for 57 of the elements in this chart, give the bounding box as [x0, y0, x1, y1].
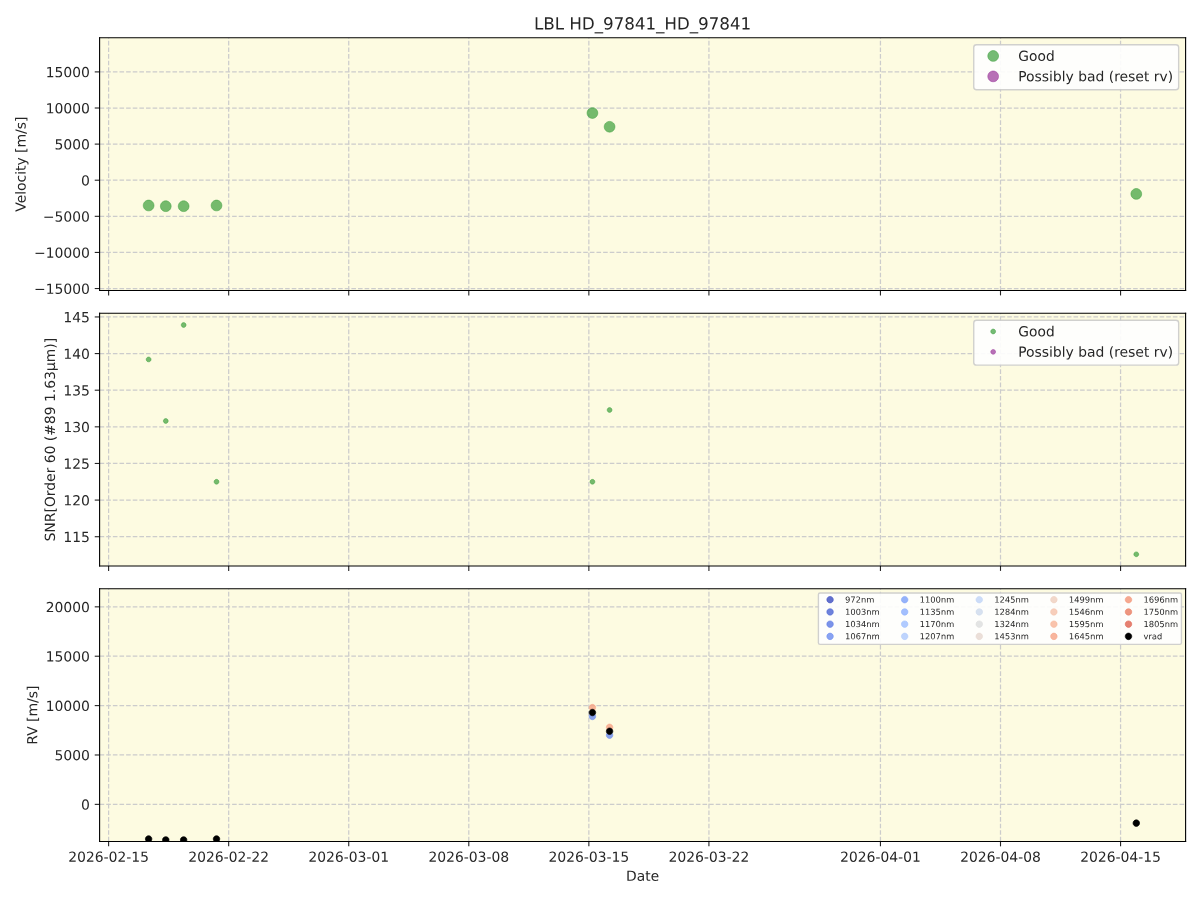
legend-label: 1546nm [1069, 608, 1103, 615]
y-tick-label: 135 [64, 385, 89, 396]
chart-title: LBL HD_97841_HD_97841 [535, 17, 750, 34]
legend-label: 1135nm [920, 608, 954, 615]
x-tick-label: 2026-04-08 [961, 851, 1040, 862]
y-tick-label: 115 [64, 531, 89, 543]
y-tick-label: 120 [64, 495, 89, 506]
legend-label: Possibly bad (reset rv) [1019, 70, 1172, 85]
legend-label: Good [1018, 325, 1054, 337]
legend-label: 1100nm [920, 596, 954, 603]
y-tick-label: 140 [64, 348, 89, 360]
x-tick-label: 2026-03-22 [669, 851, 748, 862]
legend-label: Possibly bad (reset rv) [1019, 346, 1172, 360]
x-tick-label: 2026-04-15 [1081, 851, 1160, 862]
legend-label: Good [1018, 50, 1054, 62]
legend-label: vrad [1143, 632, 1162, 640]
y-axis-title: RV [m/s] [26, 686, 40, 744]
y-tick-label: −15000 [35, 283, 89, 294]
y-tick-label: 130 [64, 421, 89, 433]
y-tick-label: 10000 [47, 700, 89, 712]
legend-label: 1284nm [995, 608, 1029, 615]
legend-label: 1170nm [920, 620, 954, 628]
y-tick-label: 15000 [47, 651, 89, 662]
y-tick-label: 5000 [55, 749, 89, 761]
y-tick-label: 20000 [46, 601, 89, 613]
y-axis-title: SNR[Order 60 (#89 1.63μm)] [44, 339, 58, 541]
legend-label: 1595nm [1069, 620, 1103, 628]
legend-label: 1750nm [1144, 608, 1178, 615]
legend-label: 1805nm [1144, 620, 1178, 628]
x-tick-label: 2026-03-01 [309, 851, 388, 862]
x-tick-label: 2026-03-15 [549, 851, 628, 862]
x-tick-label: 2026-04-01 [841, 851, 920, 862]
legend-label: 1696nm [1144, 596, 1178, 603]
x-tick-label: 2026-02-15 [69, 851, 148, 862]
legend-label: 1067nm [845, 633, 879, 640]
x-tick-label: 2026-03-08 [429, 851, 509, 862]
y-tick-label: 5000 [55, 139, 89, 150]
legend-label: 1003nm [845, 608, 879, 615]
x-axis-title: Date [627, 870, 659, 881]
legend-label: 1034nm [845, 620, 879, 628]
y-tick-label: 0 [81, 799, 89, 810]
legend-label: 1645nm [1069, 633, 1103, 640]
y-tick-label: 10000 [47, 102, 89, 114]
legend-label: 1324nm [995, 620, 1029, 628]
y-tick-label: −5000 [44, 211, 89, 222]
x-tick-label: 2026-02-22 [189, 851, 268, 862]
y-axis-title: Velocity [m/s] [15, 117, 29, 212]
y-tick-label: 125 [64, 458, 89, 469]
y-tick-label: 145 [64, 312, 89, 323]
y-tick-label: 0 [81, 175, 89, 186]
legend-label: 1499nm [1069, 596, 1103, 603]
legend-label: 972nm [845, 596, 874, 603]
legend-label: 1245nm [995, 596, 1029, 603]
y-tick-label: −10000 [35, 247, 89, 258]
legend-label: 1207nm [920, 633, 954, 640]
legend-label: 1453nm [995, 633, 1029, 640]
y-tick-label: 15000 [47, 66, 89, 78]
